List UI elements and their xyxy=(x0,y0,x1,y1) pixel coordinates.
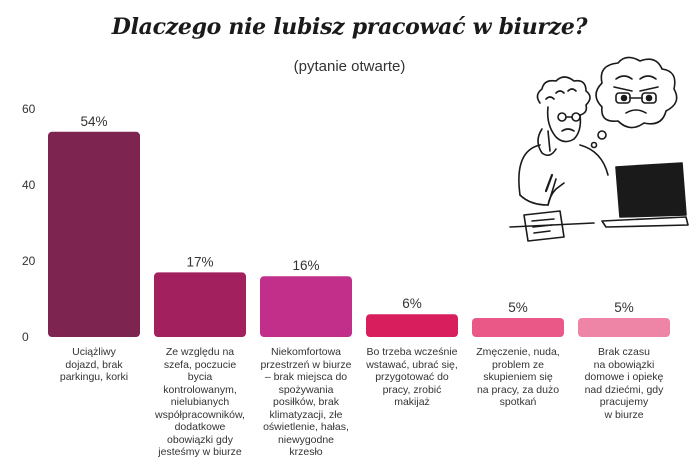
category-label: Bo trzeba wcześnie wstawać, ubrać się, prz… xyxy=(363,346,461,409)
category-label-line: parkingu, korki xyxy=(59,371,129,383)
value-labels: 54% 17% 16% 6% 5% 5% xyxy=(80,114,633,315)
chart-title: Dlaczego nie lubisz pracować w biurze? xyxy=(111,14,588,40)
category-label-line: dojazd, brak xyxy=(65,358,123,371)
category-label-line: na obowiązki xyxy=(593,358,655,371)
category-label-line: jesteśmy w biurze xyxy=(158,446,242,458)
chart-subtitle: (pytanie otwarte) xyxy=(293,58,406,75)
value-label: 54% xyxy=(80,114,107,129)
category-label-line: nielubianych xyxy=(170,396,230,408)
category-label: Niekomfortowa przestrzeń w biurze – brak m… xyxy=(257,346,355,459)
category-label-line: spotkań xyxy=(499,396,537,408)
y-tick-label: 60 xyxy=(22,102,36,116)
category-label-line: Niekomfortowa xyxy=(270,346,342,358)
bars-group xyxy=(48,131,670,337)
bar xyxy=(48,131,140,337)
person-thinking-at-laptop-illustration xyxy=(509,56,689,242)
value-label: 6% xyxy=(402,296,422,311)
category-label-line: na pracy, za dużo xyxy=(476,383,560,396)
value-label: 16% xyxy=(292,258,319,273)
y-axis: 0 20 40 60 xyxy=(22,102,36,344)
category-label-line: posiłków, brak xyxy=(273,396,339,408)
category-label-line: obowiązki gdy xyxy=(167,433,233,446)
category-label: Zmęczenie, nuda, problem ze skupieniem się… xyxy=(469,346,567,409)
bar xyxy=(154,272,246,337)
y-tick-label: 40 xyxy=(22,178,36,192)
category-label-line: makijaż xyxy=(394,396,430,408)
category-label-line: w biurze xyxy=(604,408,644,421)
category-label-line: szefa, poczucie bycia xyxy=(163,358,237,384)
value-label: 5% xyxy=(508,300,528,315)
category-label-line: krzesło xyxy=(289,446,323,458)
value-label: 5% xyxy=(614,300,634,315)
category-label-line: nad dziećmi, gdy xyxy=(584,383,664,396)
bar xyxy=(260,276,352,337)
category-label-line: domowe i opiekę xyxy=(584,371,664,383)
category-label-line: kontrolowanym, xyxy=(163,383,237,396)
bar xyxy=(366,314,458,337)
category-label-line: dodatkowe xyxy=(174,421,226,433)
category-label-line: skupieniem się xyxy=(483,371,553,383)
category-label: Ze względu na szefa, poczucie bycia kontro… xyxy=(151,346,249,459)
category-label-line: pracy, zrobić xyxy=(382,383,442,396)
category-label-line: pracujemy xyxy=(599,396,649,408)
category-label: Brak czasu na obowiązki domowe i opiekę nad… xyxy=(575,346,673,421)
category-label-line: oświetlenie, hałas, xyxy=(263,421,349,433)
category-label-line: Ze względu na xyxy=(165,346,235,358)
value-label: 17% xyxy=(186,254,213,269)
category-label-line: Bo trzeba wcześnie xyxy=(366,346,458,358)
bar xyxy=(578,318,670,337)
category-label-line: przestrzeń w biurze xyxy=(260,358,352,371)
category-label-line: Brak czasu xyxy=(598,346,650,358)
y-tick-label: 0 xyxy=(22,330,29,344)
category-label-line: spożywania xyxy=(278,383,334,396)
category-label-line: problem ze xyxy=(492,358,544,371)
category-label-line: Uciążliwy xyxy=(72,346,116,358)
category-label-line: przygotować do xyxy=(375,371,449,383)
category-label-line: wstawać, ubrać się, xyxy=(366,358,458,371)
category-label: Uciążliwy dojazd, brak parkingu, korki xyxy=(45,346,143,384)
category-label-line: współpracowników, xyxy=(155,408,245,421)
category-label-line: niewygodne xyxy=(277,433,335,446)
y-tick-label: 20 xyxy=(22,254,36,268)
category-label-line: klimatyzacji, złe xyxy=(269,408,343,421)
category-label-line: – brak miejsca do xyxy=(264,371,348,383)
bar xyxy=(472,318,564,337)
category-label-line: Zmęczenie, nuda, xyxy=(476,346,560,358)
